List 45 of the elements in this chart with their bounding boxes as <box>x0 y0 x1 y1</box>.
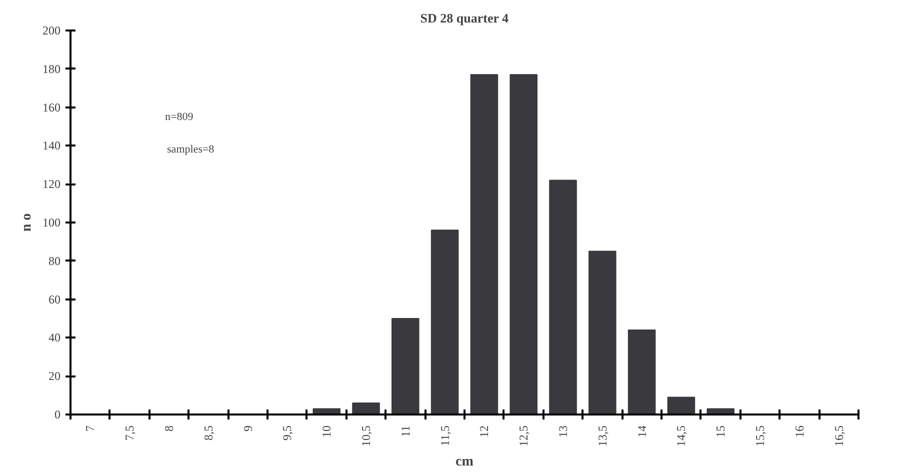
bar <box>510 74 538 414</box>
x-tick-label: 13,5 <box>595 426 610 446</box>
x-tick-label: 15,5 <box>753 426 767 446</box>
y-tick-label: 120 <box>42 177 60 192</box>
x-tick-label: 7,5 <box>122 426 137 440</box>
y-tick-label: 180 <box>42 62 60 76</box>
bar <box>430 230 459 414</box>
x-tick-label: 11 <box>398 425 412 438</box>
x-tick-label: 15 <box>714 426 728 438</box>
y-tick-label: 200 <box>42 24 60 38</box>
x-tick-label: 12 <box>477 426 492 438</box>
y-tick-label: 60 <box>48 292 60 306</box>
y-tick-label: 100 <box>42 216 60 230</box>
x-tick-label: 10,5 <box>359 426 373 446</box>
x-tick-label: 14 <box>634 426 649 438</box>
x-tick-label: 13 <box>556 426 570 438</box>
x-tick-label: 7 <box>83 426 98 432</box>
y-tick-label: 140 <box>42 138 60 153</box>
bar <box>392 318 420 414</box>
bar <box>549 180 577 414</box>
annotation: n=809 <box>165 110 194 123</box>
x-tick-label: 16,5 <box>832 426 846 446</box>
x-tick-label: 11,5 <box>438 425 452 446</box>
bar <box>667 396 696 414</box>
annotation: samples=8 <box>167 144 215 156</box>
y-tick-label: 0 <box>54 408 60 422</box>
x-tick-label: 8 <box>162 426 176 432</box>
x-tick-label: 10 <box>320 426 334 438</box>
chart-title: SD 28 quarter 4 <box>420 10 509 26</box>
bar <box>352 402 380 414</box>
y-tick-label: 40 <box>48 330 60 345</box>
x-tick-label: 8,5 <box>201 426 216 440</box>
y-tick-label: 80 <box>48 254 60 268</box>
y-tick-label: 160 <box>42 100 60 114</box>
bar <box>628 330 656 414</box>
x-tick-label: 12,5 <box>516 426 531 446</box>
x-tick-label: 14,5 <box>674 426 688 446</box>
x-tick-label: 9 <box>240 426 255 432</box>
y-axis-title: n o <box>20 213 34 232</box>
bar <box>470 74 498 414</box>
y-tick-label: 20 <box>48 369 60 384</box>
bar <box>588 250 616 414</box>
x-tick-label: 16 <box>792 426 806 438</box>
x-tick-label: 9,5 <box>280 426 294 440</box>
x-axis-title: cm <box>456 454 474 470</box>
